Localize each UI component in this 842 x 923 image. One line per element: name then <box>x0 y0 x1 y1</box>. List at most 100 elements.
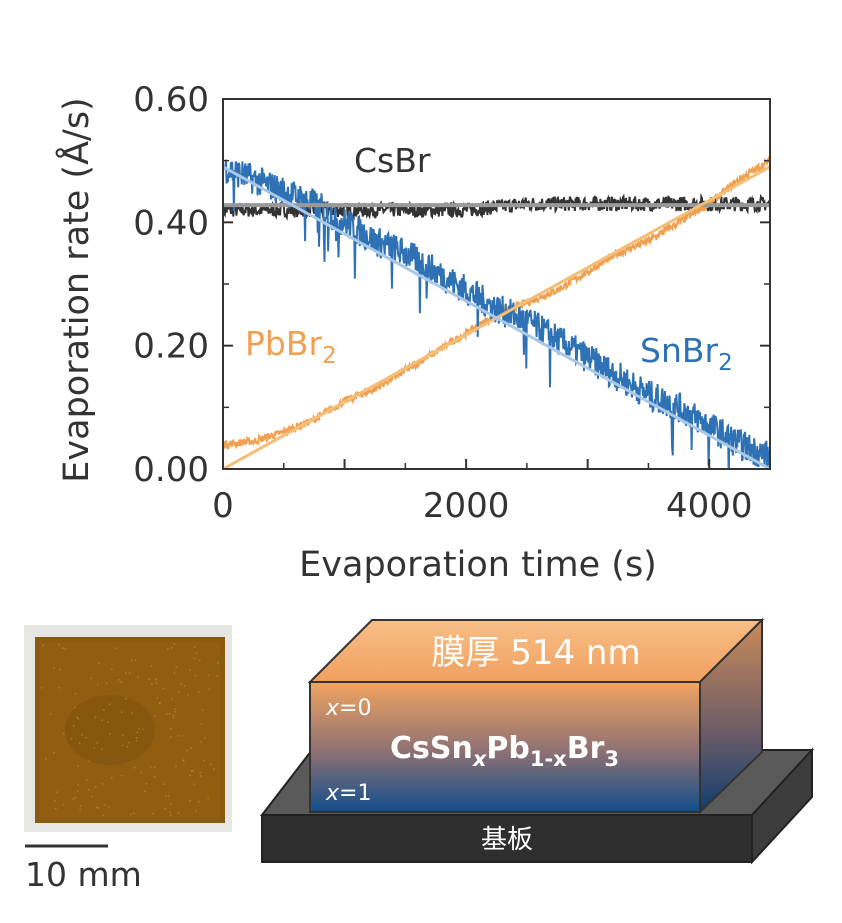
photo-speck <box>208 675 210 677</box>
photo-speck <box>148 678 150 680</box>
photo-speck <box>169 811 171 813</box>
sample-photo: 10 mm <box>24 625 232 894</box>
photo-speck <box>101 748 103 750</box>
photo-speck <box>186 750 188 752</box>
photo-speck <box>79 809 81 811</box>
photo-speck <box>65 648 67 650</box>
photo-speck <box>182 735 184 737</box>
photo-speck <box>170 728 172 730</box>
photo-speck <box>58 687 60 689</box>
photo-speck <box>96 742 98 744</box>
photo-speck <box>210 764 212 766</box>
photo-speck <box>144 791 146 793</box>
photo-speck <box>98 807 100 809</box>
photo-speck <box>167 648 169 650</box>
photo-speck <box>54 800 56 802</box>
photo-speck <box>76 717 78 719</box>
photo-speck <box>56 791 58 793</box>
photo-speck <box>178 691 180 693</box>
photo-speck <box>138 728 140 730</box>
photo-speck <box>103 709 105 711</box>
series-label-csbr: CsBr <box>354 141 431 180</box>
photo-speck <box>41 687 43 689</box>
photo-speck <box>151 665 153 667</box>
photo-speck <box>204 737 206 739</box>
photo-speck <box>140 772 142 774</box>
substrate-label: 基板 <box>481 825 533 855</box>
photo-speck <box>203 760 205 762</box>
photo-speck <box>136 740 138 742</box>
y-tick-label: 0.40 <box>133 203 209 243</box>
composition-bottom-label: x=1 <box>325 781 371 806</box>
photo-speck <box>180 683 182 685</box>
photo-speck <box>74 707 76 709</box>
photo-speck <box>95 786 97 788</box>
photo-speck <box>156 678 158 680</box>
x-axis-title: Evaporation time (s) <box>299 545 657 585</box>
photo-speck <box>189 669 191 671</box>
photo-speck <box>63 733 65 735</box>
photo-speck <box>116 648 118 650</box>
photo-speck <box>163 783 165 785</box>
photo-speck <box>109 703 111 705</box>
thickness-label: 膜厚 514 nm <box>431 633 640 673</box>
x-tick-label: 0 <box>212 486 234 526</box>
photo-speck <box>158 703 160 705</box>
photo-speck <box>174 643 176 645</box>
photo-speck <box>122 734 124 736</box>
photo-speck <box>164 808 166 810</box>
photo-speck <box>80 805 82 807</box>
photo-speck <box>175 766 177 768</box>
photo-speck <box>122 745 124 747</box>
photo-speck <box>97 684 99 686</box>
tick-layer: 0.000.200.400.600 2000 4000 <box>133 80 770 526</box>
photo-speck <box>200 775 202 777</box>
photo-speck <box>175 666 177 668</box>
y-axis-title: Evaporation rate (Å/s) <box>54 97 97 482</box>
photo-speck <box>118 679 120 681</box>
photo-speck <box>53 752 55 754</box>
photo-speck <box>59 669 61 671</box>
photo-speck <box>125 672 127 674</box>
photo-speck <box>156 682 158 684</box>
photo-speck <box>74 693 76 695</box>
photo-speck <box>108 806 110 808</box>
photo-speck <box>86 779 88 781</box>
photo-speck <box>154 767 156 769</box>
photo-speck <box>62 647 64 649</box>
photo-speck <box>150 766 152 768</box>
photo-speck <box>189 800 191 802</box>
photo-speck <box>154 715 156 717</box>
photo-speck <box>121 775 123 777</box>
photo-speck <box>165 795 167 797</box>
photo-speck <box>187 694 189 696</box>
photo-speck <box>85 737 87 739</box>
photo-speck <box>130 813 132 815</box>
photo-speck <box>152 813 154 815</box>
photo-speck <box>154 776 156 778</box>
series-label-pbbr2: PbBr2 <box>245 324 337 369</box>
photo-speck <box>129 672 131 674</box>
photo-speck <box>63 804 65 806</box>
photo-speck <box>199 772 201 774</box>
photo-speck <box>169 713 171 715</box>
photo-speck <box>90 678 92 680</box>
photo-speck <box>107 721 109 723</box>
photo-speck <box>208 689 210 691</box>
photo-speck <box>168 795 170 797</box>
photo-speck <box>133 812 135 814</box>
photo-speck <box>106 682 108 684</box>
photo-speck <box>151 683 153 685</box>
photo-speck <box>213 768 215 770</box>
photo-speck <box>195 810 197 812</box>
photo-speck <box>201 724 203 726</box>
photo-speck <box>121 711 123 713</box>
photo-speck <box>190 747 192 749</box>
photo-speck <box>137 677 139 679</box>
photo-speck <box>101 719 103 721</box>
photo-speck <box>198 691 200 693</box>
photo-speck <box>75 797 77 799</box>
series-label-snbr2: SnBr2 <box>640 331 733 376</box>
photo-speck <box>136 737 138 739</box>
photo-speck <box>73 798 75 800</box>
